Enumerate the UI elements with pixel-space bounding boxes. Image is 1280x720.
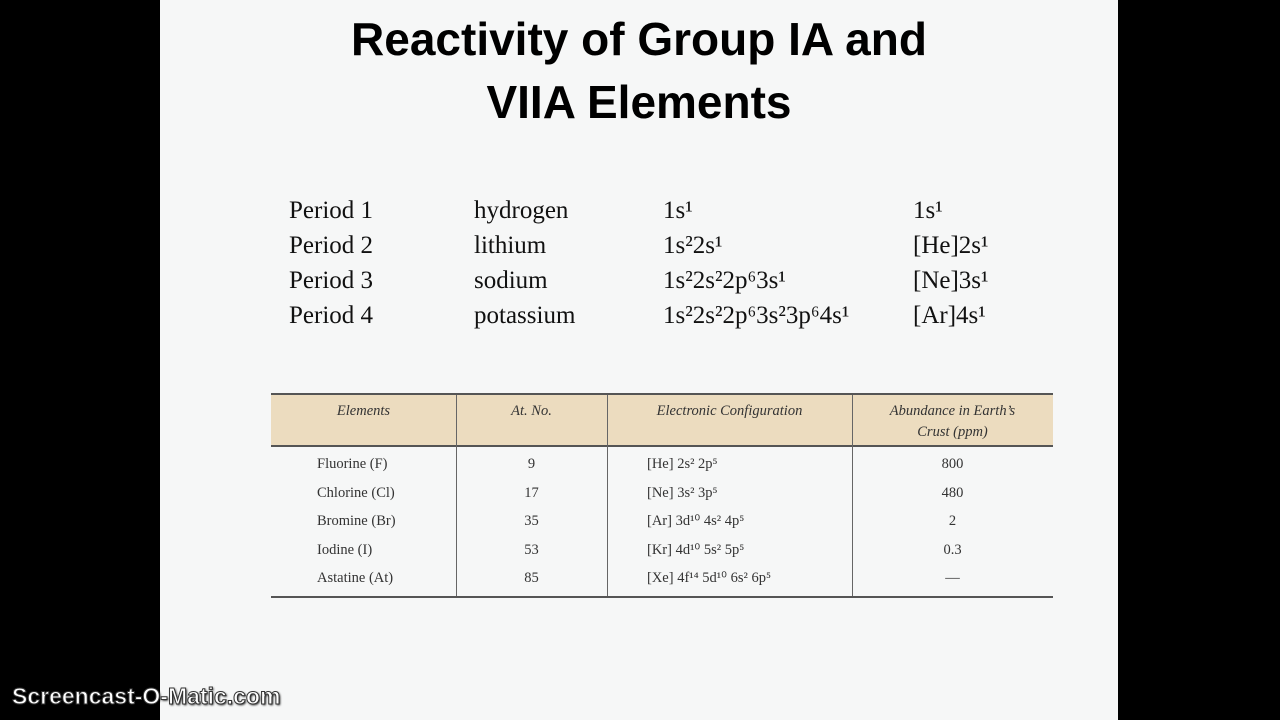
table-cell: Bromine (Br) [317,513,396,529]
period-cell: 1s¹ [913,197,943,224]
table-cell: 17 [524,484,539,501]
table-cell: 480 [941,484,964,501]
period-cell: Period 4 [289,302,374,329]
period-cell: hydrogen [474,197,569,224]
period-cell: Period 3 [289,267,374,294]
table-cell: [Ne] 3s² 3p⁵ [647,484,718,501]
table-header: Elements At. No. Electronic Configuration A… [271,395,1053,447]
watermark: Screencast-O-Matic.com [11,683,281,710]
table-cell: 35 [524,513,539,529]
column-divider [607,395,608,596]
table-cell: 0.3 [943,541,962,558]
column-divider [852,395,853,596]
slide: Reactivity of Group IA and VIIA Elements… [160,0,1118,720]
table-cell: [Xe] 4f¹⁴ 5d¹⁰ 6s² 6p⁵ [647,570,772,586]
period-cell: 1s²2s¹ [663,232,723,259]
table-cell: 2 [948,513,957,529]
period-cell: Period 2 [289,232,374,259]
period-cell: 1s²2s²2p⁶3s²3p⁶4s¹ [663,302,850,329]
period-cell: 1s¹ [663,197,693,224]
period-cell: potassium [474,302,576,329]
table-cell: Chlorine (Cl) [317,484,395,501]
table-cell: Astatine (At) [317,570,394,586]
period-cell: [Ne]3s¹ [913,267,989,294]
period-cell: [Ar]4s¹ [913,302,986,329]
table-cell: [Ar] 3d¹⁰ 4s² 4p⁵ [647,513,745,529]
period-cell: 1s²2s²2p⁶3s¹ [663,267,786,294]
table-cell: 85 [524,570,539,586]
period-cell: [He]2s¹ [913,232,989,259]
table-cell: Fluorine (F) [317,456,388,472]
title-line: Reactivity of Group IA and [351,13,927,65]
column-header: Abundance in Earth’s Crust (ppm) [889,403,1016,440]
table-cell: [Kr] 4d¹⁰ 5s² 5p⁵ [647,541,745,558]
table-cell: 9 [527,456,536,472]
table-cell: — [945,570,960,586]
column-header: At. No. [511,403,552,419]
table-cell: 800 [941,456,964,472]
column-header: Elements [336,403,391,419]
table-cell: 53 [524,541,539,558]
period-cell: Period 1 [289,197,374,224]
element-table: Elements At. No. Electronic Configuration A… [271,393,1053,598]
table-cell: [He] 2s² 2p⁵ [647,456,718,472]
period-cell: sodium [474,267,548,294]
column-divider [456,395,457,596]
title-line: VIIA Elements [486,76,792,128]
table-cell: Iodine (I) [317,541,373,558]
period-cell: lithium [474,232,547,259]
column-header: Electronic Configuration [656,403,803,419]
